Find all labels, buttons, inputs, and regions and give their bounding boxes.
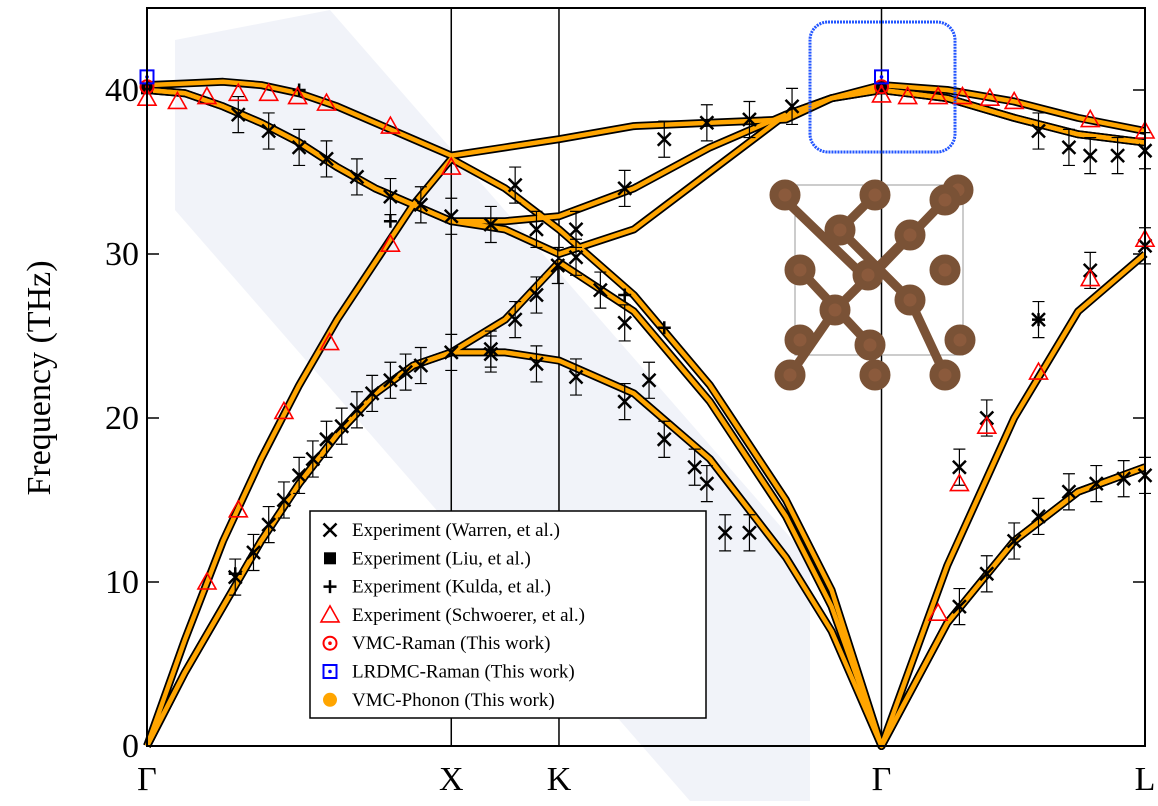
x-tick-label: Γ [872, 761, 892, 798]
legend-label: LRDMC-Raman (This work) [352, 662, 575, 683]
x-tick-label: L [1135, 761, 1156, 798]
y-tick-label: 40 [105, 72, 139, 109]
legend-label: VMC-Raman (This work) [352, 633, 550, 654]
y-tick-label: 0 [122, 728, 139, 765]
marker-part [880, 75, 884, 79]
x-tick-label: X [439, 761, 464, 798]
legend: Experiment (Warren, et al.) Experiment (L… [310, 511, 706, 718]
y-tick-label: 10 [105, 564, 139, 601]
legend-label: Experiment (Liu, et al.) [352, 548, 531, 569]
marker-square [324, 552, 336, 564]
inset-crystal [774, 179, 971, 386]
marker-part [323, 693, 337, 707]
chart: Γ X K Γ L 0 10 20 30 40 Experiment (Warren, et al… [0, 0, 1158, 801]
marker-part [324, 552, 336, 564]
marker-part [328, 670, 332, 674]
y-tick-label: 20 [105, 400, 139, 437]
marker-part [880, 85, 884, 89]
legend-label: VMC-Phonon (This work) [352, 690, 555, 711]
marker-disc [323, 693, 337, 707]
legend-label: Experiment (Schwoerer, et al.) [352, 605, 585, 626]
y-axis-label: Frequency (THz) [21, 260, 58, 495]
legend-label: Experiment (Warren, et al.) [352, 520, 560, 541]
marker-part [328, 641, 332, 645]
y-tick-label: 30 [105, 236, 139, 273]
x-tick-label: K [547, 761, 572, 798]
legend-label: Experiment (Kulda, et al.) [352, 577, 551, 598]
x-tick-label: Γ [137, 761, 157, 798]
